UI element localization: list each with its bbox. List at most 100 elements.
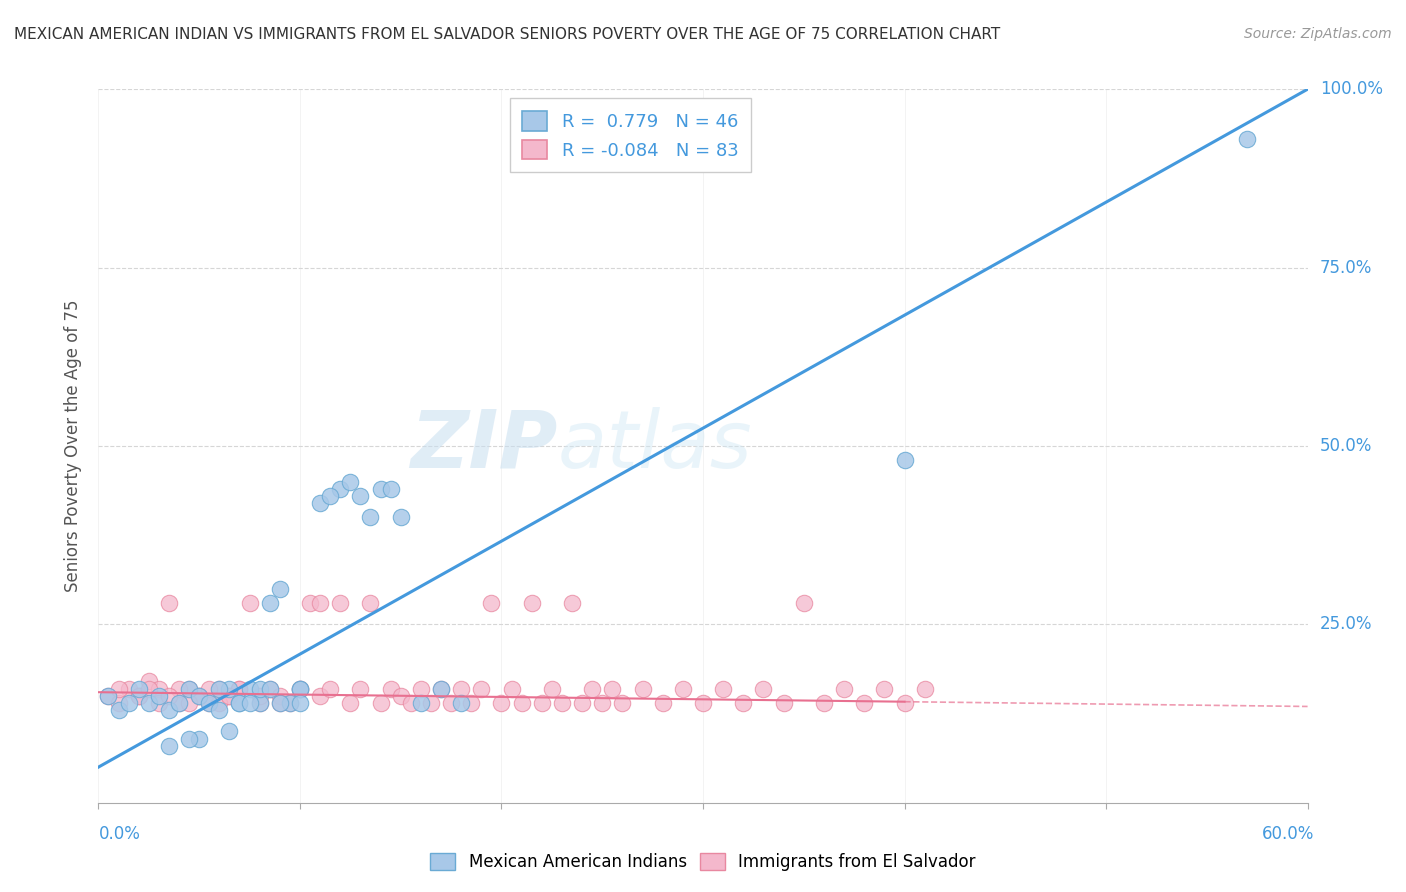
Point (319, 489, 342, 503)
Point (278, 696, 301, 710)
Point (179, 681, 201, 696)
Point (218, 689, 240, 703)
Point (218, 681, 240, 696)
Point (651, 696, 673, 710)
Point (309, 596, 332, 610)
Point (138, 696, 160, 710)
Point (218, 724, 240, 739)
Point (752, 681, 775, 696)
Point (591, 696, 613, 710)
Legend: R =  0.779   N = 46, R = -0.084   N = 83: R = 0.779 N = 46, R = -0.084 N = 83 (509, 98, 751, 172)
Point (208, 696, 231, 710)
Point (228, 681, 250, 696)
Point (631, 681, 654, 696)
Point (914, 681, 936, 696)
Point (208, 703, 231, 717)
Point (288, 681, 311, 696)
Point (672, 681, 695, 696)
Point (309, 496, 332, 510)
Point (249, 689, 271, 703)
Text: 100.0%: 100.0% (1320, 80, 1382, 98)
Point (228, 681, 250, 696)
Point (269, 696, 291, 710)
Point (97, 689, 120, 703)
Point (612, 696, 634, 710)
Point (893, 696, 915, 710)
Point (107, 703, 129, 717)
Point (249, 681, 271, 696)
Point (148, 681, 170, 696)
Text: 75.0%: 75.0% (1320, 259, 1372, 277)
Point (288, 681, 311, 696)
Point (288, 696, 311, 710)
Point (148, 689, 170, 703)
Point (179, 731, 201, 746)
Legend: Mexican American Indians, Immigrants from El Salvador: Mexican American Indians, Immigrants fro… (422, 845, 984, 880)
Point (399, 696, 422, 710)
Point (299, 596, 322, 610)
Point (571, 696, 593, 710)
Point (561, 596, 583, 610)
Point (450, 696, 472, 710)
Text: 60.0%: 60.0% (1263, 825, 1315, 843)
Point (360, 596, 382, 610)
Point (188, 689, 211, 703)
Point (692, 696, 714, 710)
Point (832, 681, 855, 696)
Point (409, 681, 432, 696)
Point (97, 689, 120, 703)
Point (228, 696, 250, 710)
Point (157, 703, 180, 717)
Point (259, 596, 281, 610)
Point (208, 681, 231, 696)
Point (370, 696, 392, 710)
Point (409, 696, 432, 710)
Point (853, 696, 876, 710)
Text: 25.0%: 25.0% (1320, 615, 1372, 633)
Point (793, 596, 815, 610)
Point (239, 596, 262, 610)
Point (107, 681, 129, 696)
Point (711, 681, 734, 696)
Text: ZIP: ZIP (411, 407, 558, 485)
Point (813, 696, 835, 710)
Point (530, 696, 553, 710)
Point (772, 696, 794, 710)
Text: 0.0%: 0.0% (98, 825, 141, 843)
Point (148, 696, 170, 710)
Point (128, 689, 150, 703)
Point (551, 696, 574, 710)
Point (128, 689, 150, 703)
Point (278, 696, 301, 710)
Point (138, 681, 160, 696)
Point (440, 696, 463, 710)
Point (288, 681, 311, 696)
Point (380, 681, 402, 696)
Point (419, 696, 441, 710)
Point (1236, 132, 1258, 146)
Text: MEXICAN AMERICAN INDIAN VS IMMIGRANTS FROM EL SALVADOR SENIORS POVERTY OVER THE : MEXICAN AMERICAN INDIAN VS IMMIGRANTS FR… (14, 27, 1000, 42)
Point (128, 681, 150, 696)
Point (239, 696, 262, 710)
Point (389, 510, 412, 524)
Point (600, 681, 623, 696)
Point (329, 482, 352, 496)
Point (269, 689, 291, 703)
Point (179, 681, 201, 696)
Point (239, 681, 262, 696)
Point (349, 489, 371, 503)
Point (380, 482, 402, 496)
Point (581, 681, 603, 696)
Point (481, 596, 503, 610)
Point (733, 696, 755, 710)
Point (198, 696, 221, 710)
Point (249, 696, 271, 710)
Point (167, 696, 190, 710)
Point (329, 596, 352, 610)
Point (208, 681, 231, 696)
Point (430, 681, 453, 696)
Point (450, 681, 472, 696)
Point (491, 696, 513, 710)
Text: atlas: atlas (558, 407, 752, 485)
Text: 50.0%: 50.0% (1320, 437, 1372, 455)
